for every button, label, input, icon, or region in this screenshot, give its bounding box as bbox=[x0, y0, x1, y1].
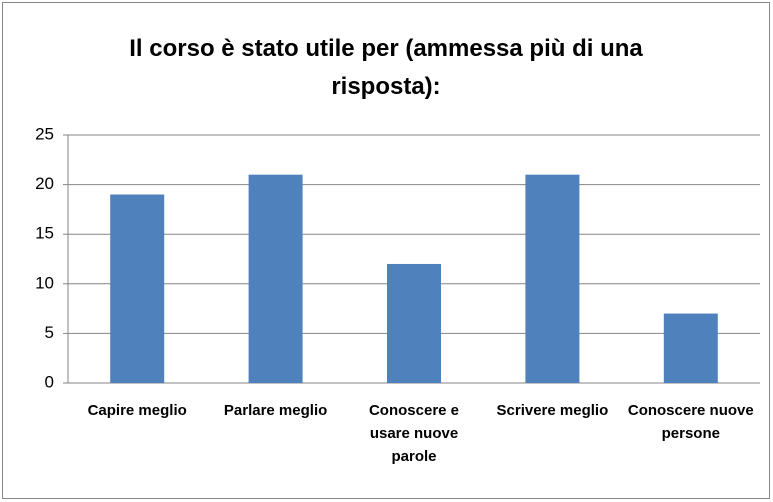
x-tick-label: Conoscere nuove persone bbox=[627, 402, 754, 442]
y-tick-label: 10 bbox=[35, 273, 54, 292]
x-tick-label: Scrivere meglio bbox=[496, 402, 609, 419]
y-tick-label: 15 bbox=[35, 224, 54, 243]
bar bbox=[525, 174, 580, 383]
y-tick-label: 0 bbox=[45, 372, 54, 391]
bar bbox=[110, 194, 165, 383]
bar bbox=[663, 313, 718, 383]
bar bbox=[387, 263, 441, 383]
chart-title: Il corso è stato utile per (ammessa più … bbox=[129, 35, 643, 100]
x-tick-label: Conoscere e usare nuove parole bbox=[368, 402, 460, 465]
x-tick-label: Capire meglio bbox=[87, 402, 187, 419]
y-tick-label: 20 bbox=[35, 174, 54, 193]
y-tick-label: 5 bbox=[45, 323, 54, 342]
x-tick-label: Parlare meglio bbox=[223, 402, 328, 419]
y-tick-label: 25 bbox=[35, 124, 54, 143]
bar bbox=[248, 174, 303, 383]
